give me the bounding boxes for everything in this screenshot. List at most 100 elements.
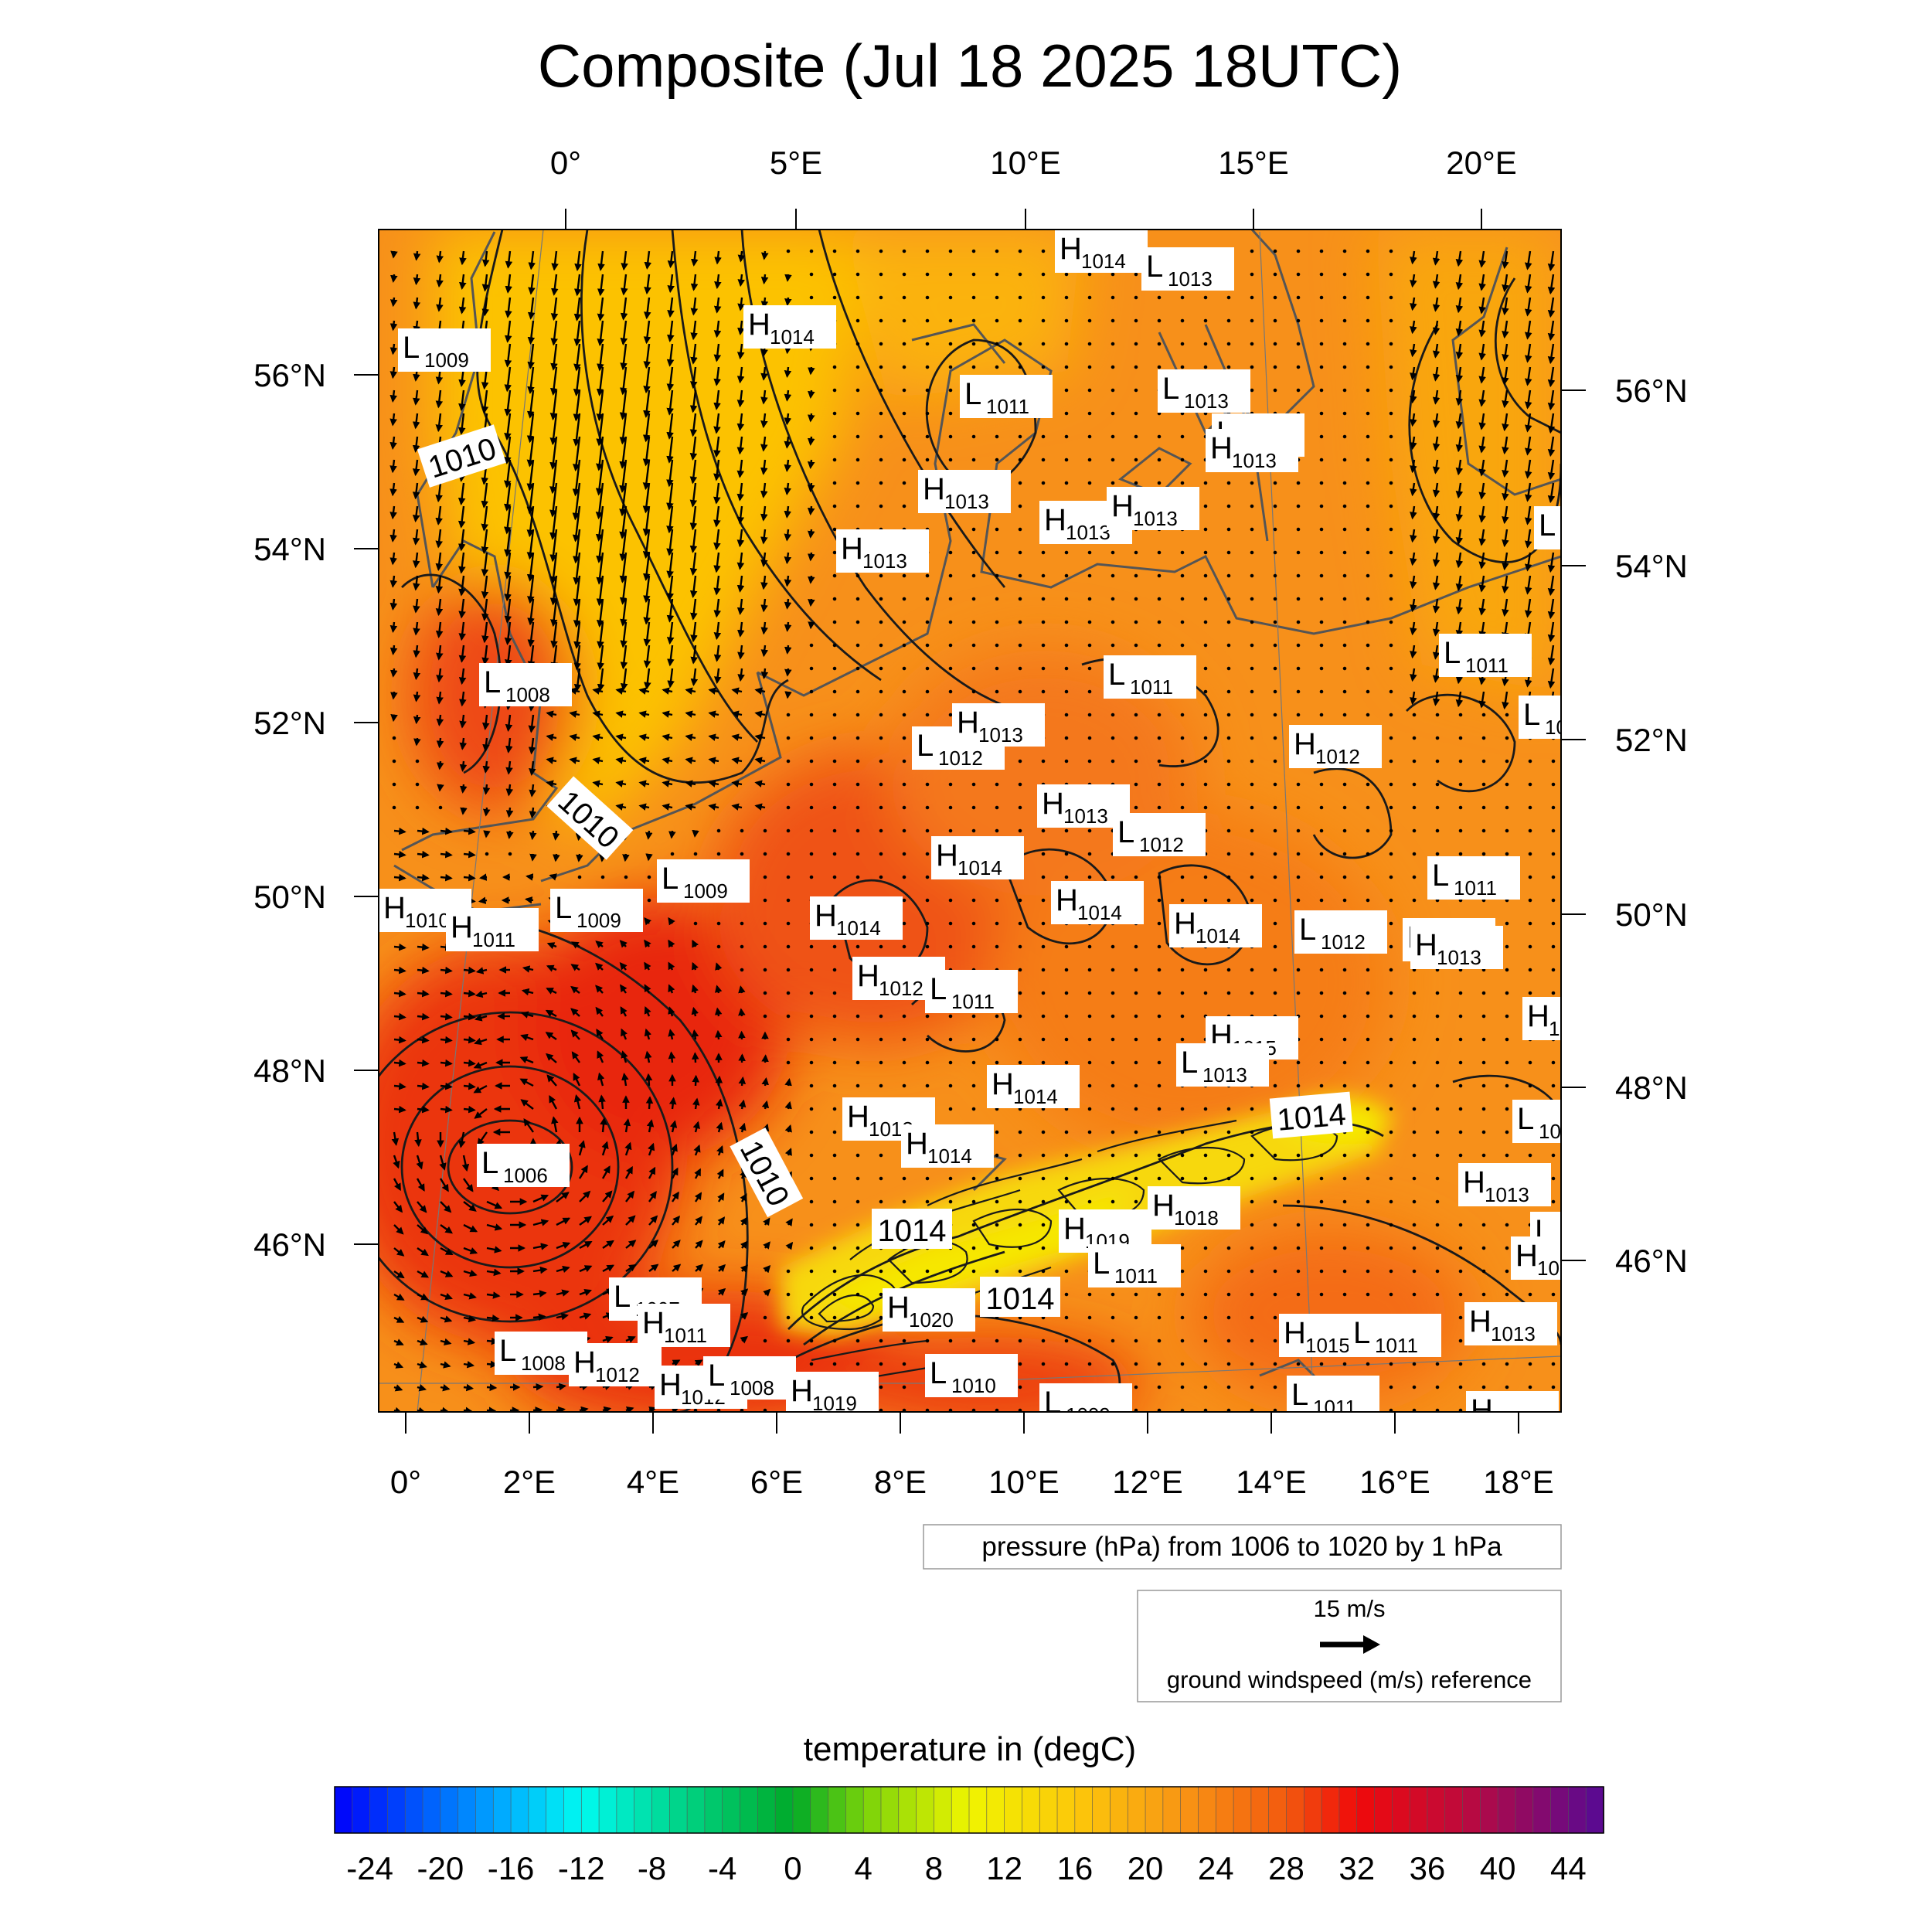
wind-vector [763,898,767,903]
wind-vector [1087,875,1092,879]
pressure-center-high: H 1014 [1169,904,1262,947]
wind-vector [1296,713,1301,717]
wind-vector [595,962,604,971]
wind-vector [389,598,398,611]
colorbar-swatch [475,1786,495,1834]
wind-vector [393,1105,406,1114]
wind-vector [1018,1153,1022,1158]
wind-vector [925,828,930,833]
colorbar-swatch [1356,1786,1376,1834]
wind-vector [1250,643,1254,648]
wind-vector [1410,297,1417,311]
wind-vector [1432,598,1440,614]
wind-vector [786,1037,791,1042]
pressure-center-type: H [936,838,958,872]
wind-vector [1389,249,1393,253]
pressure-center-low: L 1011 [1349,1314,1441,1357]
wind-vector [1502,529,1509,548]
wind-vector [1505,759,1509,764]
wind-vector [1366,1083,1370,1088]
wind-vector [1203,898,1208,903]
pressure-center-low: L 1009 [657,859,750,903]
map-axes: 0° 5°E 10°E 15°E 20°E0° 2°E 4°E 6°E 8°E 10°E 12°E 1… [253,145,1688,1500]
wind-vector [1528,1385,1532,1389]
colorbar-swatch [757,1786,777,1834]
wind-vector [995,318,999,323]
wind-vector [1524,274,1532,294]
pressure-center-value: 1014 [1196,924,1240,947]
wind-vector [1087,968,1092,972]
right-lat-label: 50°N [1615,896,1688,933]
wind-vector [1478,575,1486,593]
wind-vector [855,411,860,416]
wind-vector [1157,365,1162,369]
wind-vector [1111,620,1115,624]
wind-vector [486,1246,502,1253]
wind-vector [1551,944,1556,949]
colorbar-swatch [845,1786,865,1834]
wind-vector [1157,457,1162,462]
wind-vector [1134,318,1138,323]
wind-vector [458,621,467,641]
pressure-center-bg [446,908,539,951]
wind-vector [1412,1269,1417,1274]
wind-vector [504,621,512,646]
wind-vector [1366,643,1370,648]
wind-vector [740,1264,749,1273]
top-lon-label: 15°E [1218,145,1289,181]
wind-vector [902,1083,906,1088]
wind-vector [1041,1269,1046,1274]
wind-vector [526,389,535,419]
wind-vector [1111,1338,1115,1343]
colorbar-swatch [1250,1786,1270,1834]
wind-vector [666,343,675,367]
wind-vector [784,482,791,496]
wind-vector [1366,318,1370,323]
wind-vector [1342,875,1347,879]
wind-vector [1064,597,1069,601]
wind-vector [855,875,860,879]
wind-vector [832,365,837,369]
wind-vector [624,875,628,879]
wind-vector [648,1191,657,1202]
wind-vector [1502,297,1509,316]
wind-vector [1087,550,1092,555]
wind-vector [1410,482,1417,497]
wind-vector [505,645,512,668]
wind-vector [1410,343,1417,358]
pressure-center-bg [1088,1244,1181,1287]
wind-vector [1296,1292,1301,1297]
wind-vector [615,803,627,811]
wind-vector [902,1014,906,1019]
pressure-center-type: L [499,1334,516,1368]
wind-vector [573,366,581,397]
wind-vector [879,1199,883,1204]
colorbar-swatch [740,1786,759,1834]
wind-vector [1410,575,1417,590]
wind-vector [458,413,466,435]
wind-vector [1087,852,1092,856]
wind-vector [1389,1130,1393,1134]
wind-vector [1524,389,1532,410]
wind-vector [855,1014,860,1019]
wind-vector [412,482,420,500]
wind-vector [716,828,721,833]
colorbar-swatch [1374,1786,1393,1834]
wind-vector [1273,365,1277,369]
wind-vector [1410,366,1417,381]
wind-vector [417,1338,428,1346]
wind-vector [1250,1315,1254,1320]
wind-vector [1064,1315,1069,1320]
wind-vector [784,459,791,472]
wind-vector [1296,991,1301,995]
wind-vector [1250,1292,1254,1297]
wind-vector [948,921,953,926]
wind-vector [440,1012,453,1021]
wind-vector [440,966,453,975]
wind-vector [1342,1176,1347,1181]
contour-label-bg [417,424,506,488]
wind-vector [716,1098,723,1110]
wind-vector [1319,1223,1324,1227]
wind-vector [1203,620,1208,624]
wind-vector [1296,828,1301,833]
